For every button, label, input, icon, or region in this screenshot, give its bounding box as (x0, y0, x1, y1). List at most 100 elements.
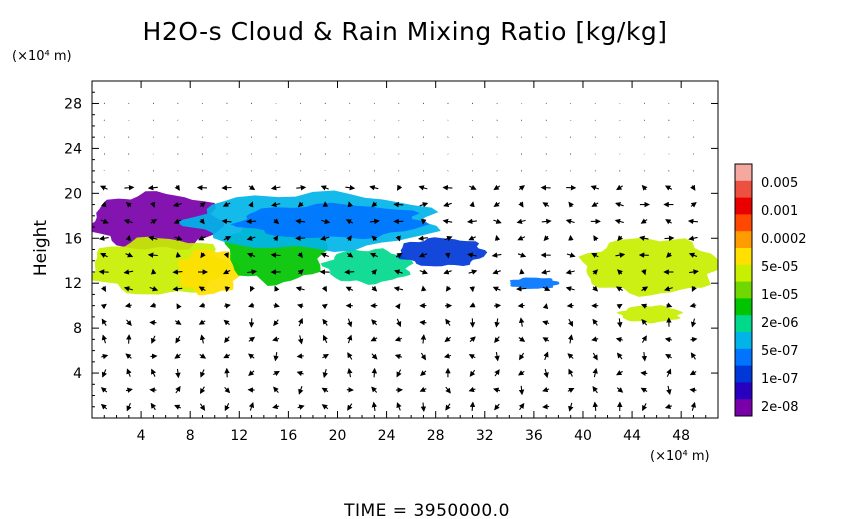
wind-vector-209 (371, 401, 378, 411)
wind-vector-428 (639, 235, 649, 241)
wind-vector-257 (418, 235, 428, 241)
wind-vector-418 (642, 403, 648, 412)
wind-vector-163 (295, 218, 306, 225)
wind-vector-237 (395, 252, 403, 259)
wind-vector-213 (370, 336, 378, 342)
wind-vector-236 (394, 269, 403, 275)
colorbar-swatch (735, 332, 752, 350)
colorbar-label: 1e-05 (761, 288, 799, 303)
wind-vector-325 (517, 370, 525, 376)
x-tick-label: 8 (186, 428, 195, 444)
colorbar-label: 2e-08 (761, 400, 799, 415)
wind-vector-274 (443, 269, 452, 275)
wind-vector-216 (371, 285, 378, 292)
wind-vector-62 (174, 319, 182, 325)
wind-vector-48 (148, 235, 158, 241)
wind-vector-456 (690, 401, 696, 411)
wind-vector-317 (493, 184, 501, 191)
wind-vector-233 (396, 318, 402, 328)
wind-vector-269 (443, 353, 452, 359)
cloud-region-7 (396, 237, 488, 267)
wind-vector-409 (617, 235, 623, 242)
wind-vector-288 (468, 354, 476, 360)
wind-vector-313 (491, 252, 502, 258)
colorbar: 0.005 0.001 0.0002 5e-05 1e-05 2e-06 5e-07 1e-0… (734, 163, 807, 417)
wind-vector-461 (690, 318, 697, 328)
wind-vector-123 (247, 252, 256, 258)
wind-vector-201 (345, 219, 354, 225)
cloud-region-2 (178, 249, 241, 296)
wind-vector-6 (100, 303, 107, 310)
y-tick-label: 20 (64, 186, 82, 202)
wind-vector-10 (98, 235, 109, 241)
wind-vector-354 (542, 202, 550, 208)
wind-vector-314 (494, 234, 501, 241)
wind-vector-393 (590, 185, 600, 191)
wind-vector-382 (592, 367, 598, 378)
cloud-region-9 (578, 238, 718, 297)
wind-vector-180 (320, 252, 329, 258)
wind-vector-466 (688, 235, 698, 241)
wind-vector-446 (666, 252, 672, 258)
wind-vector-344 (543, 368, 549, 379)
y-tick-label: 8 (73, 321, 82, 337)
wind-vector-441 (664, 336, 673, 343)
wind-vector-222 (369, 185, 379, 191)
wind-vector-165 (296, 185, 307, 191)
wind-vector-77 (199, 386, 206, 395)
wind-vector-45 (149, 286, 159, 292)
wind-vector-304 (494, 403, 500, 411)
colorbar-swatch (735, 399, 752, 417)
wind-vector-369 (565, 269, 575, 275)
colorbar-swatch (735, 382, 752, 400)
colorbar-swatch (735, 348, 752, 367)
wind-vector-404 (617, 318, 623, 328)
y-axis-label: Height (31, 220, 51, 277)
wind-vector-295 (468, 235, 477, 241)
wind-vector-412 (616, 184, 623, 191)
wind-vector-161 (297, 252, 303, 259)
wind-vector-336 (518, 185, 525, 191)
wind-vector-220 (369, 218, 380, 225)
wind-vector-80 (199, 334, 206, 344)
x-tick-label: 32 (476, 428, 494, 444)
wind-vector-250 (420, 352, 426, 361)
wind-vector-122 (247, 269, 257, 275)
wind-vector-212 (371, 353, 378, 360)
wind-vector-381 (592, 386, 598, 394)
wind-vector-424 (640, 303, 648, 309)
wind-vector-401 (616, 370, 623, 376)
wind-vector-44 (149, 302, 157, 308)
colorbar-swatch (735, 315, 752, 333)
wind-vector-241 (397, 184, 403, 191)
colorbar-swatch (735, 281, 752, 299)
wind-vector-57 (174, 404, 182, 410)
wind-vector-68 (173, 218, 182, 224)
wind-vector-221 (371, 201, 378, 208)
wind-vector-12 (101, 201, 107, 208)
wind-vector-228 (396, 402, 402, 411)
wind-vector-297 (469, 201, 475, 208)
wind-vector-278 (443, 201, 452, 208)
wind-vector-276 (444, 235, 453, 242)
wind-vector-368 (565, 286, 575, 292)
wind-vector-306 (494, 369, 500, 377)
wind-vector-23 (126, 334, 132, 344)
y-axis-unit: (×10⁴ m) (12, 49, 72, 64)
wind-vector-2 (101, 369, 107, 378)
wind-vector-329 (517, 302, 525, 309)
wind-vector-307 (494, 352, 500, 362)
wind-vector-251 (420, 334, 427, 344)
wind-vector-463 (691, 285, 697, 292)
wind-vector-328 (518, 317, 525, 327)
wind-vector-422 (641, 335, 647, 343)
wind-vector-405 (616, 303, 623, 310)
x-axis-unit: (×10⁴ m) (650, 449, 710, 464)
wind-vector-392 (591, 201, 599, 207)
wind-vector-410 (614, 218, 624, 225)
y-tick-label: 12 (64, 276, 82, 292)
wind-vector-298 (469, 184, 477, 190)
wind-vector-247 (420, 402, 427, 412)
wind-vector-65 (172, 269, 183, 275)
